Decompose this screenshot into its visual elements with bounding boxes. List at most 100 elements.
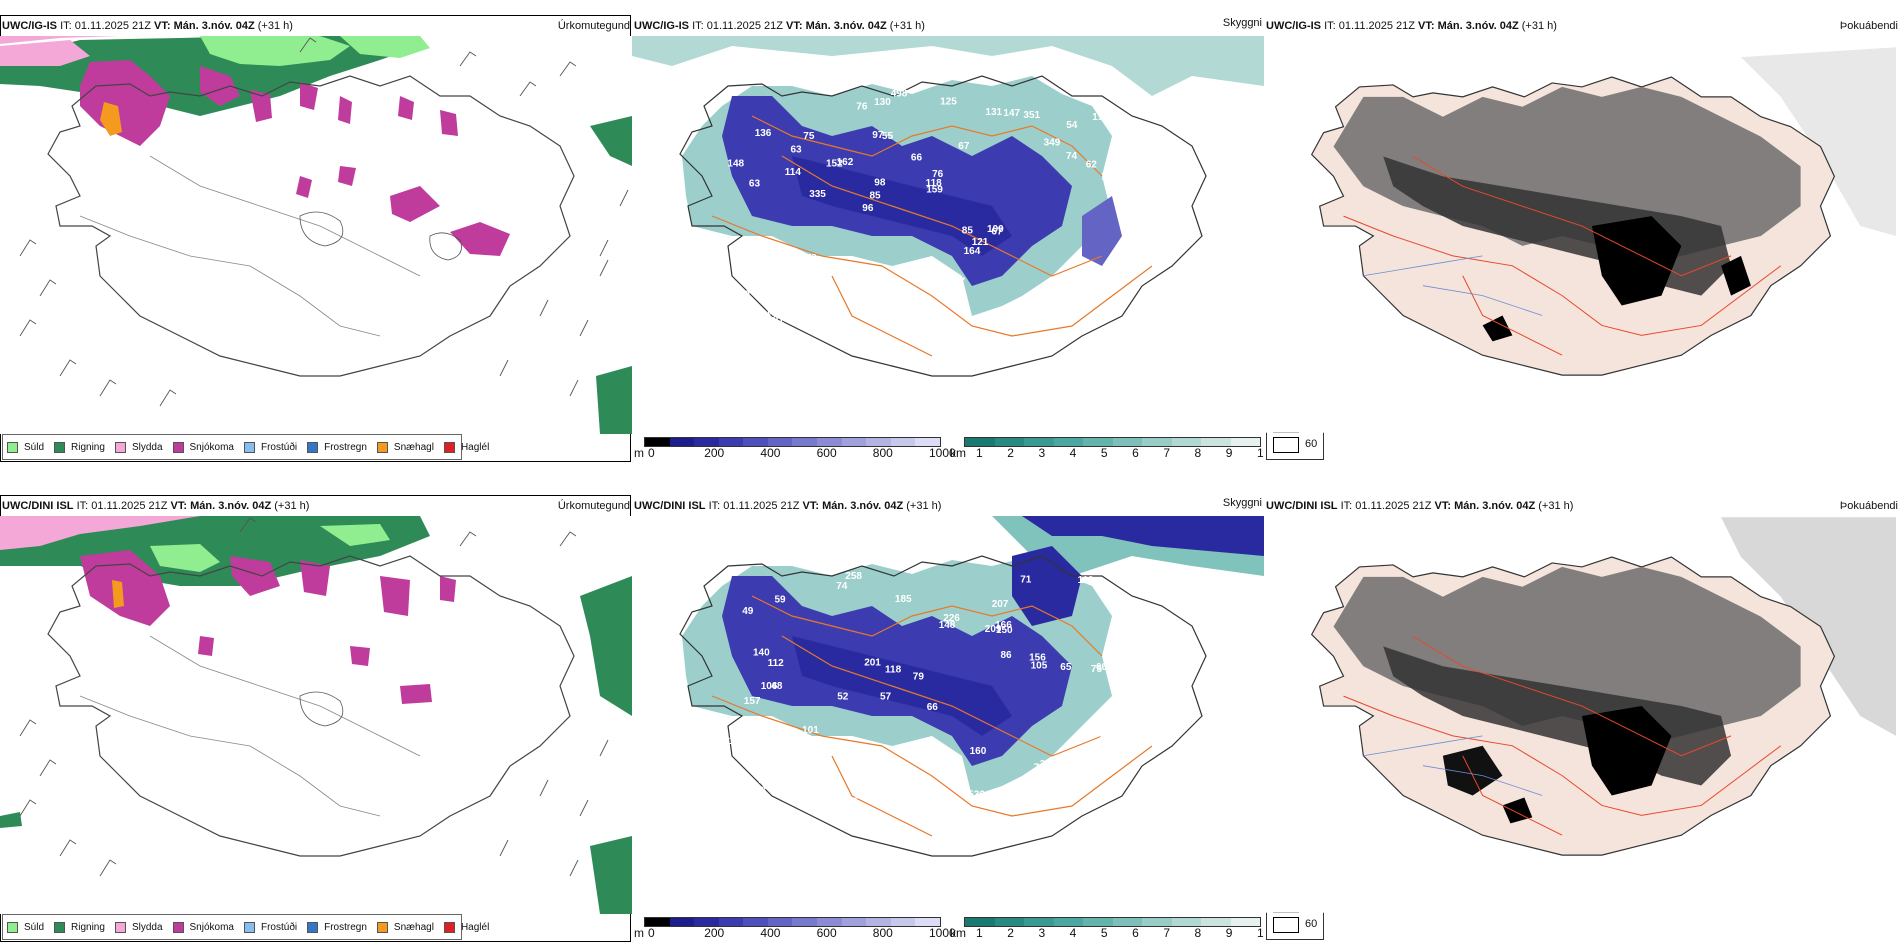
init-time: IT: 01.11.2025 21Z xyxy=(1324,20,1415,32)
ceiling-value-label: 208 xyxy=(748,741,765,752)
lead-time: (+31 h) xyxy=(1521,20,1557,32)
legend-swatch xyxy=(172,921,184,933)
visibility-map: 76 63 54 96 67 59 97 66 151 162 150 81 55 76 67 136 130 1… xyxy=(632,36,1264,434)
colorbar-segment xyxy=(890,918,916,926)
legend-item: Slydda xyxy=(114,921,163,933)
legend-label: Rigning xyxy=(71,441,105,453)
ceiling-value-label: 376 xyxy=(1040,759,1057,770)
colorbar-segment xyxy=(1171,918,1201,926)
visibility-colorbar: km 1 2 3 4 5 6 7 8 9 10 xyxy=(950,917,1264,940)
legend-label: Haglél xyxy=(460,921,490,933)
ceiling-value-label: 85 xyxy=(962,225,974,236)
colorbar-tick-label: 9 xyxy=(1225,446,1233,460)
ceiling-value-label: 148 xyxy=(751,259,768,270)
legend-swatch xyxy=(7,921,18,933)
colorbar-segment xyxy=(743,918,768,926)
panel-title: Úrkomutegund xyxy=(557,20,630,32)
colorbar-segment xyxy=(841,918,867,926)
model-name: UWC/DINI ISL xyxy=(1266,500,1338,512)
colorbar-segment xyxy=(1024,438,1054,446)
colorbar-segment xyxy=(1112,918,1142,926)
colorbar-tick-label: 10 xyxy=(1257,446,1264,460)
valid-time: VT: Mán. 3.nóv. 04Z xyxy=(786,20,887,32)
colorbar-tick-label: 7 xyxy=(1163,926,1171,940)
ceiling-value-label: 49 xyxy=(742,606,754,617)
precip-type-panel: UWC/IG-IS IT: 01.11.2025 21Z VT: Mán. 3.… xyxy=(0,0,632,470)
legend-swatch xyxy=(243,921,255,933)
colorbar-segment xyxy=(743,438,768,446)
colorbar-segment xyxy=(1053,438,1083,446)
legend-item: Snjókoma xyxy=(172,921,234,933)
row-ig-is: UWC/IG-IS IT: 01.11.2025 21Z VT: Mán. 3.… xyxy=(0,0,1900,470)
ceiling-value-label: 96 xyxy=(862,203,874,214)
ceiling-value-label: 75 xyxy=(1091,664,1103,675)
ceiling-unit: m xyxy=(634,926,644,940)
legend-label: Slydda xyxy=(131,441,163,453)
ceiling-value-label: 100 xyxy=(729,736,746,747)
ceiling-colorbar-strip xyxy=(644,437,941,447)
model-name: UWC/DINI ISL xyxy=(2,500,74,512)
legend-label: Súld xyxy=(24,921,45,933)
ceiling-value-label: 66 xyxy=(911,153,923,164)
ceiling-value-label: 985 xyxy=(843,797,860,808)
ceiling-value-label: 209 xyxy=(985,624,1002,635)
visibility-ceiling-panel: UWC/DINI ISL IT: 01.11.2025 21Z VT: Mán.… xyxy=(632,480,1264,950)
ceiling-value-label: 71 xyxy=(1020,575,1032,586)
ceiling-value-label: 88 xyxy=(737,304,749,315)
legend-item: Rigning xyxy=(54,921,105,933)
panel-title: Skyggni xyxy=(1222,17,1262,29)
colorbar-segment xyxy=(792,918,818,926)
colorbar-segment xyxy=(645,438,670,446)
visibility-colorbar-strip xyxy=(964,917,1261,927)
legend-item: Slydda xyxy=(114,441,163,453)
ceiling-value-label: 216 xyxy=(759,775,776,786)
colorbar-tick-label: 5 xyxy=(1100,446,1108,460)
ceiling-value-label: 148 xyxy=(727,158,744,169)
colorbar-tick-label: 800 xyxy=(872,926,893,940)
ceiling-value-label: 121 xyxy=(972,237,989,248)
legend-label: Súld xyxy=(24,441,45,453)
ceiling-colorbar: m 0 200 400 600 800 1000 xyxy=(634,437,956,460)
valid-time: VT: Mán. 3.nóv. 04Z xyxy=(1434,500,1536,512)
legend-item: Súld xyxy=(7,921,45,933)
colorbar-tick-label: 400 xyxy=(760,926,781,940)
colorbar-tick-label: 8 xyxy=(1194,926,1202,940)
panel-header: UWC/DINI ISL IT: 01.11.2025 21Z VT: Mán.… xyxy=(2,500,630,514)
colorbar-segment xyxy=(694,438,719,446)
ceiling-value-label: 147 xyxy=(1003,108,1020,119)
legend-item: Haglél xyxy=(443,441,489,453)
fog-key-high: 60 xyxy=(1305,438,1318,450)
ceiling-value-label: 63 xyxy=(791,145,803,156)
colorbar-segment xyxy=(817,918,842,926)
precip-map xyxy=(0,516,632,914)
legend-item: Súld xyxy=(7,441,45,453)
ceiling-value-label: 98 xyxy=(885,760,897,771)
lead-time: (+31 h) xyxy=(906,500,942,512)
colorbar-segment xyxy=(866,918,891,926)
ceiling-value-label: 351 xyxy=(1023,110,1040,121)
ceiling-value-label: 99 xyxy=(866,774,878,785)
ceiling-value-label: 150 xyxy=(733,290,750,301)
legend-swatch xyxy=(54,921,66,933)
panel-title: Þokuábendi xyxy=(1839,500,1898,512)
colorbar-segment xyxy=(866,438,891,446)
ceiling-value-label: 119 xyxy=(932,796,949,807)
ceiling-value-label: 536 xyxy=(968,789,985,800)
colorbar-tick-label: 1000 xyxy=(929,446,956,460)
colorbar-segment xyxy=(718,918,744,926)
ceiling-unit: m xyxy=(634,446,644,460)
colorbar-segment xyxy=(669,918,695,926)
colorbar-segment xyxy=(1142,438,1172,446)
fog-map xyxy=(1264,37,1896,433)
colorbar-segment xyxy=(767,918,793,926)
colorbar-segment xyxy=(965,918,995,926)
colorbar-segment xyxy=(767,438,793,446)
colorbar-segment xyxy=(1053,918,1083,926)
ceiling-value-label: 48 xyxy=(771,681,783,692)
panel-title: Úrkomutegund xyxy=(557,500,630,512)
colorbar-segment xyxy=(994,918,1024,926)
colorbar-segment xyxy=(890,438,916,446)
ceiling-value-label: 100 xyxy=(987,224,1004,235)
ceiling-value-label: 148 xyxy=(939,620,956,631)
colorbar-segment xyxy=(994,438,1024,446)
